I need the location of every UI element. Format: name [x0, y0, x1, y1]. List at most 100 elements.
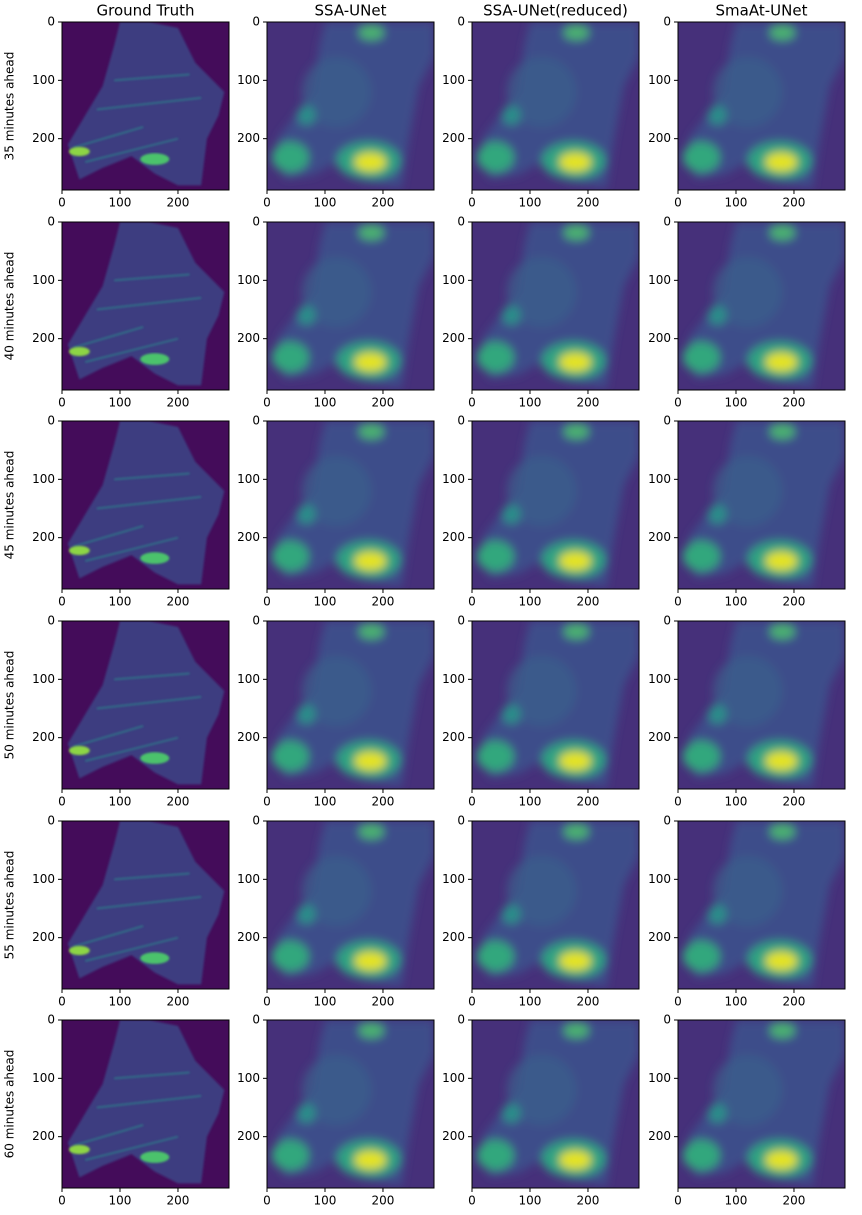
heatmap-image [267, 1020, 434, 1188]
x-tick-label: 100 [725, 795, 748, 809]
x-tick-label: 0 [58, 196, 66, 210]
y-tick-label: 100 [442, 273, 465, 287]
x-tick-label: 100 [314, 196, 337, 210]
y-tick-label: 0 [663, 614, 671, 628]
y-tick-label: 100 [648, 672, 671, 686]
y-tick-label: 0 [457, 614, 465, 628]
heatmap-image [472, 1020, 639, 1188]
x-tick-label: 0 [468, 196, 476, 210]
x-tick-label: 100 [314, 1194, 337, 1208]
row-label: 45 minutes ahead [3, 451, 17, 560]
x-tick-label: 0 [58, 995, 66, 1009]
y-tick-label: 200 [237, 131, 260, 145]
y-tick-label: 200 [442, 331, 465, 345]
x-tick-label: 0 [674, 196, 682, 210]
y-tick-label: 200 [648, 730, 671, 744]
x-tick-label: 200 [783, 396, 806, 410]
y-tick-label: 200 [648, 1129, 671, 1143]
y-tick-label: 200 [237, 331, 260, 345]
x-tick-label: 100 [725, 396, 748, 410]
x-tick-label: 100 [519, 196, 542, 210]
y-tick-label: 0 [47, 215, 55, 229]
y-tick-label: 100 [32, 672, 55, 686]
y-tick-label: 100 [237, 672, 260, 686]
x-tick-label: 0 [468, 995, 476, 1009]
x-tick-label: 200 [167, 995, 190, 1009]
x-tick-label: 200 [577, 196, 600, 210]
x-tick-label: 100 [109, 595, 132, 609]
x-tick-label: 0 [263, 196, 271, 210]
x-tick-label: 200 [167, 1194, 190, 1208]
x-tick-label: 200 [783, 1194, 806, 1208]
x-tick-label: 100 [519, 396, 542, 410]
x-tick-label: 0 [674, 795, 682, 809]
y-tick-label: 200 [648, 131, 671, 145]
axes-frame [266, 620, 435, 790]
y-tick-label: 0 [252, 1013, 260, 1027]
y-tick-label: 0 [663, 215, 671, 229]
x-tick-label: 100 [519, 1194, 542, 1208]
x-tick-label: 200 [577, 1194, 600, 1208]
x-tick-label: 0 [58, 595, 66, 609]
heatmap-image [678, 1020, 845, 1188]
x-tick-label: 100 [519, 795, 542, 809]
y-tick-label: 0 [47, 1013, 55, 1027]
x-tick-label: 100 [314, 795, 337, 809]
heatmap-image [678, 22, 845, 190]
column-title: SSA-UNet [315, 2, 387, 20]
y-tick-label: 100 [648, 273, 671, 287]
y-tick-label: 200 [648, 331, 671, 345]
y-tick-label: 100 [648, 872, 671, 886]
y-tick-label: 100 [237, 1071, 260, 1085]
heatmap-image [472, 621, 639, 789]
y-tick-label: 0 [252, 15, 260, 29]
x-tick-label: 100 [109, 396, 132, 410]
y-tick-label: 0 [457, 814, 465, 828]
heatmap-image [678, 821, 845, 989]
heatmap-image [267, 821, 434, 989]
axes-frame [471, 820, 640, 990]
x-tick-label: 0 [468, 795, 476, 809]
x-tick-label: 100 [314, 595, 337, 609]
heatmap-image [472, 421, 639, 589]
x-tick-label: 100 [109, 995, 132, 1009]
axes-frame [471, 620, 640, 790]
x-tick-label: 100 [314, 396, 337, 410]
x-tick-label: 200 [577, 396, 600, 410]
y-tick-label: 200 [648, 930, 671, 944]
x-tick-label: 0 [468, 396, 476, 410]
axes-frame [61, 820, 230, 990]
y-tick-label: 200 [32, 530, 55, 544]
x-tick-label: 0 [674, 995, 682, 1009]
y-tick-label: 0 [252, 215, 260, 229]
axes-frame [61, 21, 230, 191]
x-tick-label: 200 [783, 196, 806, 210]
y-tick-label: 0 [663, 15, 671, 29]
x-tick-label: 200 [167, 196, 190, 210]
axes-frame [266, 221, 435, 391]
heatmap-image [62, 22, 229, 190]
y-tick-label: 100 [442, 872, 465, 886]
y-tick-label: 100 [648, 73, 671, 87]
x-tick-label: 200 [577, 595, 600, 609]
y-tick-label: 200 [32, 131, 55, 145]
x-tick-label: 0 [263, 795, 271, 809]
x-tick-label: 200 [372, 795, 395, 809]
column-title: SmaAt-UNet [716, 2, 808, 20]
heatmap-image [267, 621, 434, 789]
axes-frame [266, 21, 435, 191]
heatmap-image [62, 222, 229, 390]
y-tick-label: 100 [32, 1071, 55, 1085]
x-tick-label: 0 [674, 595, 682, 609]
x-tick-label: 200 [372, 595, 395, 609]
axes-frame [266, 420, 435, 590]
x-tick-label: 200 [783, 595, 806, 609]
axes-frame [677, 420, 846, 590]
y-tick-label: 200 [237, 730, 260, 744]
y-tick-label: 0 [663, 1013, 671, 1027]
x-tick-label: 0 [468, 1194, 476, 1208]
heatmap-image [472, 821, 639, 989]
y-tick-label: 0 [457, 1013, 465, 1027]
heatmap-image [62, 421, 229, 589]
y-tick-label: 100 [442, 472, 465, 486]
